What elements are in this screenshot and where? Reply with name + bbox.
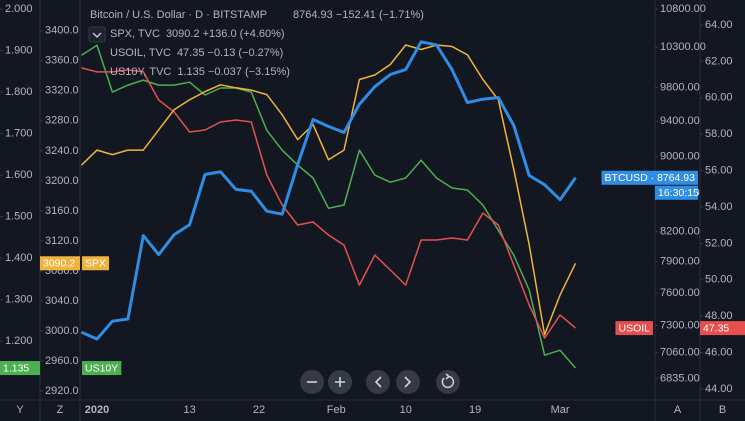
x-tick-label: 2020: [85, 404, 109, 416]
y-tick-label: 10300.00: [660, 41, 706, 53]
icon: [404, 376, 412, 388]
axis-corner-label: B: [719, 404, 726, 416]
series-line: [81, 67, 576, 339]
series-tag: [601, 170, 698, 185]
y-tick-label: 3040.0: [45, 295, 79, 307]
y-tick-label: 8200.00: [660, 226, 700, 238]
y-tick-label: 3280.0: [45, 115, 79, 127]
axis-corner-label: Z: [57, 404, 64, 416]
icon: [374, 376, 382, 388]
legend-quote: 8764.93 −152.41 (−1.71%): [293, 9, 424, 21]
y-tick-label: 64.00: [705, 19, 733, 31]
y-tick-label: 6835.00: [660, 373, 700, 385]
series-tag: [615, 321, 653, 336]
legend-quote: 47.35 −0.13 (−0.27%): [177, 47, 283, 59]
x-tick-label: 13: [183, 404, 195, 416]
y-tick-label: 60.00: [705, 92, 733, 104]
y-tick-label: 1.300: [5, 293, 33, 305]
scroll-left-button[interactable]: [366, 370, 390, 394]
series-tag-label: SPX: [85, 258, 106, 270]
scroll-right-button[interactable]: [396, 370, 420, 394]
x-tick-label: 22: [253, 404, 265, 416]
legend-toggle[interactable]: [88, 26, 106, 43]
y-tick-label: 1.200: [5, 335, 33, 347]
price-tag-label: 47.35: [703, 322, 729, 334]
series-tag-label: BTCUSD · 8764.93: [605, 172, 696, 184]
price-tag-label: 3090.2: [43, 258, 75, 270]
legend-quote: 1.135 −0.037 (−3.15%): [177, 66, 290, 78]
axis-corner-label: Y: [16, 404, 24, 416]
series-line: [80, 40, 577, 341]
price-tags: BTCUSD · 8764.93 16:30:15 3090.2 SPX 47.35 US…: [0, 170, 745, 376]
icon: [335, 377, 345, 387]
y-tick-label: 1.600: [5, 169, 33, 181]
axis-corner-label: A: [674, 404, 682, 416]
y-tick-label: 56.00: [705, 165, 733, 177]
x-tick-label: Feb: [327, 404, 346, 416]
y-tick-label: 7060.00: [660, 347, 700, 359]
countdown-label: 16:30:15: [658, 187, 699, 199]
y-tick-label: 10800.00: [660, 3, 706, 15]
series-tag-label: USOIL: [618, 322, 650, 334]
plot-lines: [80, 40, 577, 369]
y-tick-label: 3400.0: [45, 25, 79, 37]
series-line: [80, 44, 577, 336]
legend-title: Bitcoin / U.S. Dollar · D · BITSTAMP: [90, 9, 267, 21]
legend: Bitcoin / U.S. Dollar · D · BITSTAMP 8764…: [88, 9, 424, 78]
y-tick-label: 3240.0: [45, 145, 79, 157]
y-tick-label: 3000.0: [45, 325, 79, 337]
legend-name: SPX, TVC: [110, 28, 160, 40]
y-tick-label: 9400.00: [660, 115, 700, 127]
y-tick-label: 52.00: [705, 237, 733, 249]
x-tick-label: Mar: [551, 404, 570, 416]
y-tick-label: 54.00: [705, 201, 733, 213]
y-tick-label: 44.00: [705, 383, 733, 395]
countdown-tag: [655, 185, 698, 200]
y-tick-label: 3120.0: [45, 235, 79, 247]
series-tag: [82, 256, 110, 271]
legend-toggle-icon: [92, 32, 102, 38]
y-tick-label: 48.00: [705, 310, 733, 322]
series-tag-label: US10Y: [85, 362, 118, 374]
reset-button[interactable]: [436, 370, 460, 394]
y-tick-label: 1.800: [5, 86, 33, 98]
legend-name: US10Y, TVC: [110, 66, 171, 78]
y-tick-label: 58.00: [705, 128, 733, 140]
y-tick-label: 7300.00: [660, 319, 700, 331]
y-tick-label: 3360.0: [45, 55, 79, 67]
y-tick-label: 2920.0: [45, 385, 79, 397]
x-tick-label: 19: [469, 404, 481, 416]
price-tag-label: 1.135: [3, 362, 29, 374]
y-tick-label: 50.00: [705, 274, 733, 286]
y-tick-label: 7600.00: [660, 287, 700, 299]
y-tick-label: 62.00: [705, 55, 733, 67]
y-tick-label: 2.000: [5, 3, 33, 15]
navigation-buttons: [300, 370, 460, 394]
legend-quote: 3090.2 +136.0 (+4.60%): [166, 28, 285, 40]
series-tag: [82, 361, 122, 376]
x-tick-label: 10: [400, 404, 412, 416]
y-tick-label: 7900.00: [660, 256, 700, 268]
y-tick-label: 1.500: [5, 211, 33, 223]
price-tag: [0, 361, 40, 376]
y-tick-label: 9000.00: [660, 150, 700, 162]
y-tick-label: 3320.0: [45, 85, 79, 97]
y-tick-label: 1.900: [5, 45, 33, 57]
y-tick-label: 46.00: [705, 347, 733, 359]
price-tag: [40, 256, 80, 271]
y-tick-label: 3160.0: [45, 205, 79, 217]
y-tick-label: 3200.0: [45, 175, 79, 187]
y-tick-label: 2960.0: [45, 355, 79, 367]
y-tick-label: 9800.00: [660, 81, 700, 93]
y-tick-label: 1.700: [5, 128, 33, 140]
price-tag: [700, 321, 745, 336]
y-tick-label: 1.400: [5, 252, 33, 264]
legend-name: USOIL, TVC: [110, 47, 171, 59]
icon: [441, 373, 455, 389]
